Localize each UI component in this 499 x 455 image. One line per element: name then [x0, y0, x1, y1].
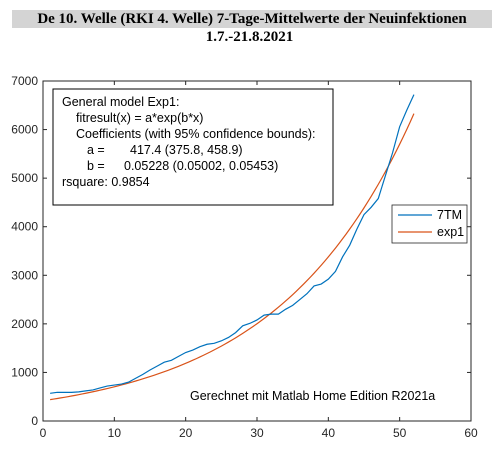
fit-line-a-label: a = — [87, 143, 105, 157]
series-exp1-line — [50, 113, 415, 401]
x-tick-label: 10 — [108, 426, 122, 440]
x-tick-label: 30 — [250, 426, 264, 440]
plot-frame — [42, 80, 472, 422]
y-tick-label: 0 — [31, 414, 38, 428]
series-7tm-line — [50, 94, 415, 394]
x-tick-label: 20 — [179, 426, 193, 440]
fit-info-box: General model Exp1: fitresult(x) = a*exp… — [52, 88, 334, 206]
y-tick-label: 1000 — [11, 365, 38, 379]
fit-line-coefficients: Coefficients (with 95% confidence bounds… — [76, 127, 316, 141]
fit-line-rsquare: rsquare: 0.9854 — [62, 175, 150, 189]
legend-label-7tm: 7TM — [437, 208, 462, 222]
y-tick-label: 3000 — [11, 268, 38, 282]
software-note: Gerechnet mit Matlab Home Edition R2021a — [190, 389, 435, 403]
y-tick-label: 6000 — [11, 123, 38, 137]
x-tick-label: 60 — [464, 426, 478, 440]
chart-subtitle: 1.7.-21.8.2021 — [205, 29, 294, 45]
legend: 7TM exp1 — [391, 204, 468, 244]
fit-line-model: General model Exp1: — [62, 95, 179, 109]
fit-line-b-value: 0.05228 (0.05002, 0.05453) — [124, 159, 278, 173]
fit-line-b-label: b = — [87, 159, 105, 173]
chart-title: De 10. Welle (RKI 4. Welle) 7-Tage-Mitte… — [12, 10, 492, 28]
legend-label-exp1: exp1 — [437, 225, 464, 239]
fit-line-a-value: 417.4 (375.8, 458.9) — [130, 143, 243, 157]
x-tick-label: 0 — [40, 426, 47, 440]
y-tick-label: 2000 — [11, 317, 38, 331]
x-tick-label: 50 — [393, 426, 407, 440]
y-tick-label: 5000 — [11, 171, 38, 185]
x-tick-label: 40 — [322, 426, 336, 440]
fit-box-frame — [52, 88, 334, 206]
legend-frame — [391, 204, 468, 244]
series-lines — [50, 94, 415, 401]
fit-line-formula: fitresult(x) = a*exp(b*x) — [76, 111, 203, 125]
y-tick-label: 4000 — [11, 220, 38, 234]
y-tick-label: 7000 — [11, 74, 38, 88]
